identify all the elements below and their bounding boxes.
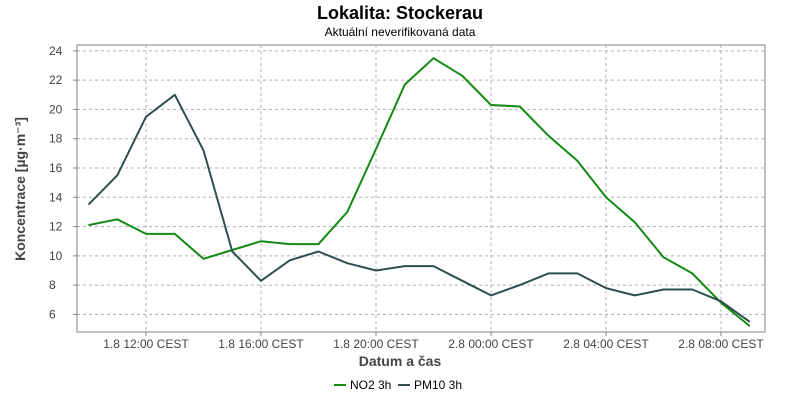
y-tick-label: 8 (49, 278, 56, 292)
y-tick-label: 24 (49, 44, 63, 58)
x-tick-label: 1.8 20:00 CEST (333, 337, 419, 351)
x-axis: 1.8 12:00 CEST 1.8 16:00 CEST 1.8 20:00 CE… (103, 332, 764, 351)
y-tick-label: 22 (49, 73, 63, 87)
y-tick-label: 10 (49, 249, 63, 263)
plot-area (76, 44, 766, 333)
legend-label: PM10 3h (414, 378, 462, 392)
y-axis-label: Koncentrace [µg·m⁻³] (12, 117, 28, 261)
y-tick-label: 18 (49, 132, 63, 146)
series-line-no2-3h (88, 57, 751, 327)
chart-subtitle: Aktuální neverifikovaná data (325, 25, 476, 39)
x-axis-label: Datum a čas (359, 353, 442, 369)
chart-title: Lokalita: Stockerau (317, 3, 483, 23)
x-tick-label: 1.8 12:00 CEST (103, 337, 189, 351)
x-tick-label: 1.8 16:00 CEST (218, 337, 304, 351)
y-axis: 6 8 10 12 14 16 18 20 22 24 (49, 44, 77, 321)
y-tick-label: 14 (49, 190, 63, 204)
legend: NO2 3h PM10 3h (334, 378, 462, 392)
series-line-pm10-3h (87, 93, 751, 323)
x-tick-label: 2.8 00:00 CEST (448, 337, 534, 351)
y-tick-label: 16 (49, 161, 63, 175)
x-tick-label: 2.8 04:00 CEST (563, 337, 649, 351)
legend-label: NO2 3h (350, 378, 391, 392)
y-tick-label: 20 (49, 102, 63, 116)
grid (77, 45, 765, 332)
x-tick-label: 2.8 08:00 CEST (678, 337, 764, 351)
series (87, 57, 751, 327)
y-tick-label: 12 (49, 220, 63, 234)
y-tick-label: 6 (49, 307, 56, 321)
